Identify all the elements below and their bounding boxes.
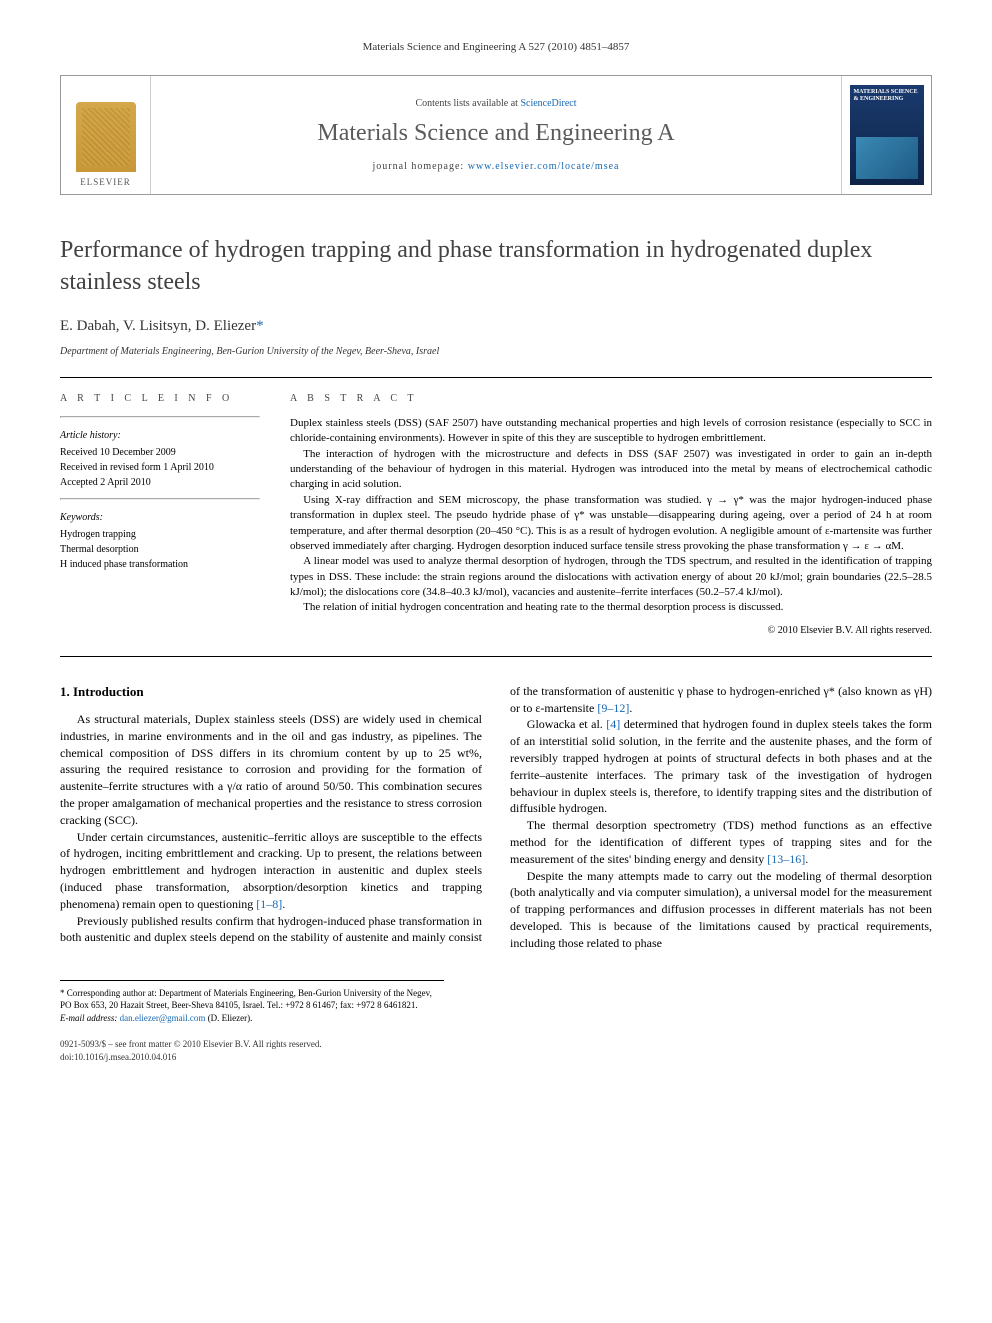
intro-p4: Glowacka et al. [4] determined that hydr… bbox=[510, 716, 932, 817]
publisher-logo-block: ELSEVIER bbox=[61, 76, 151, 194]
ref-13-16-link[interactable]: [13–16] bbox=[767, 852, 805, 866]
keyword-3: H induced phase transformation bbox=[60, 557, 260, 572]
sciencedirect-link[interactable]: ScienceDirect bbox=[520, 98, 576, 109]
corresponding-footnote: * Corresponding author at: Department of… bbox=[60, 987, 444, 1012]
cover-image-placeholder bbox=[856, 137, 918, 179]
ref-9-12-link[interactable]: [9–12] bbox=[597, 701, 629, 715]
intro-p2-text-b: . bbox=[282, 897, 285, 911]
info-rule-1 bbox=[60, 416, 260, 418]
corresponding-mark: * bbox=[256, 318, 264, 334]
ref-1-8-link[interactable]: [1–8] bbox=[256, 897, 282, 911]
homepage-link[interactable]: www.elsevier.com/locate/msea bbox=[468, 161, 620, 172]
article-info-column: A R T I C L E I N F O Article history: R… bbox=[60, 392, 260, 638]
abstract-p3: Using X-ray diffraction and SEM microsco… bbox=[290, 493, 932, 555]
keyword-2: Thermal desorption bbox=[60, 542, 260, 557]
journal-name: Materials Science and Engineering A bbox=[317, 117, 674, 151]
intro-p5: The thermal desorption spectrometry (TDS… bbox=[510, 817, 932, 867]
intro-p1: As structural materials, Duplex stainles… bbox=[60, 711, 482, 829]
keywords-label: Keywords: bbox=[60, 510, 260, 525]
homepage-prefix: journal homepage: bbox=[373, 161, 468, 172]
contents-prefix: Contents lists available at bbox=[415, 98, 520, 109]
authors-line: E. Dabah, V. Lisitsyn, D. Eliezer* bbox=[60, 316, 932, 337]
article-title: Performance of hydrogen trapping and pha… bbox=[60, 235, 932, 297]
email-footnote: E-mail address: dan.eliezer@gmail.com (D… bbox=[60, 1012, 444, 1025]
issn-line: 0921-5093/$ – see front matter © 2010 El… bbox=[60, 1038, 932, 1051]
intro-p4-text-b: determined that hydrogen found in duplex… bbox=[510, 717, 932, 815]
cover-thumb-block: MATERIALS SCIENCE & ENGINEERING bbox=[841, 76, 931, 194]
journal-banner: ELSEVIER Contents lists available at Sci… bbox=[60, 75, 932, 195]
journal-cover-icon: MATERIALS SCIENCE & ENGINEERING bbox=[850, 85, 924, 185]
footnotes-block: * Corresponding author at: Department of… bbox=[60, 980, 444, 1025]
abstract-p5: The relation of initial hydrogen concent… bbox=[290, 600, 932, 615]
intro-p4-text-a: Glowacka et al. bbox=[527, 717, 607, 731]
info-rule-2 bbox=[60, 498, 260, 500]
abstract-copyright: © 2010 Elsevier B.V. All rights reserved… bbox=[290, 624, 932, 638]
history-revised: Received in revised form 1 April 2010 bbox=[60, 460, 260, 475]
history-label: Article history: bbox=[60, 428, 260, 443]
keyword-1: Hydrogen trapping bbox=[60, 527, 260, 542]
history-received: Received 10 December 2009 bbox=[60, 445, 260, 460]
intro-p3-text-b: . bbox=[629, 701, 632, 715]
abstract-heading: A B S T R A C T bbox=[290, 392, 932, 406]
intro-p5-text-b: . bbox=[805, 852, 808, 866]
banner-center: Contents lists available at ScienceDirec… bbox=[151, 76, 841, 194]
email-suffix: (D. Eliezer). bbox=[205, 1013, 252, 1023]
section-1-heading: 1. Introduction bbox=[60, 683, 482, 701]
footer-meta: 0921-5093/$ – see front matter © 2010 El… bbox=[60, 1038, 932, 1063]
abstract-p4: A linear model was used to analyze therm… bbox=[290, 554, 932, 600]
ref-4-link[interactable]: [4] bbox=[606, 717, 620, 731]
email-link[interactable]: dan.eliezer@gmail.com bbox=[120, 1013, 206, 1023]
article-info-heading: A R T I C L E I N F O bbox=[60, 392, 260, 406]
intro-p2: Under certain circumstances, austenitic–… bbox=[60, 829, 482, 913]
publisher-label: ELSEVIER bbox=[80, 176, 131, 189]
abstract-column: A B S T R A C T Duplex stainless steels … bbox=[290, 392, 932, 638]
email-label: E-mail address: bbox=[60, 1013, 120, 1023]
authors-names: E. Dabah, V. Lisitsyn, D. Eliezer bbox=[60, 318, 256, 334]
contents-line: Contents lists available at ScienceDirec… bbox=[415, 97, 576, 111]
intro-p6: Despite the many attempts made to carry … bbox=[510, 868, 932, 952]
affiliation: Department of Materials Engineering, Ben… bbox=[60, 345, 932, 359]
homepage-line: journal homepage: www.elsevier.com/locat… bbox=[373, 160, 620, 174]
abstract-p2: The interaction of hydrogen with the mic… bbox=[290, 447, 932, 493]
doi-line: doi:10.1016/j.msea.2010.04.016 bbox=[60, 1051, 932, 1064]
body-two-column: 1. Introduction As structural materials,… bbox=[60, 683, 932, 952]
history-accepted: Accepted 2 April 2010 bbox=[60, 475, 260, 490]
info-abstract-row: A R T I C L E I N F O Article history: R… bbox=[60, 378, 932, 656]
intro-p5-text-a: The thermal desorption spectrometry (TDS… bbox=[510, 818, 932, 866]
abstract-p1: Duplex stainless steels (DSS) (SAF 2507)… bbox=[290, 416, 932, 447]
running-header: Materials Science and Engineering A 527 … bbox=[60, 40, 932, 55]
cover-title: MATERIALS SCIENCE & ENGINEERING bbox=[854, 89, 920, 102]
bottom-rule bbox=[60, 656, 932, 657]
elsevier-tree-icon bbox=[76, 102, 136, 172]
